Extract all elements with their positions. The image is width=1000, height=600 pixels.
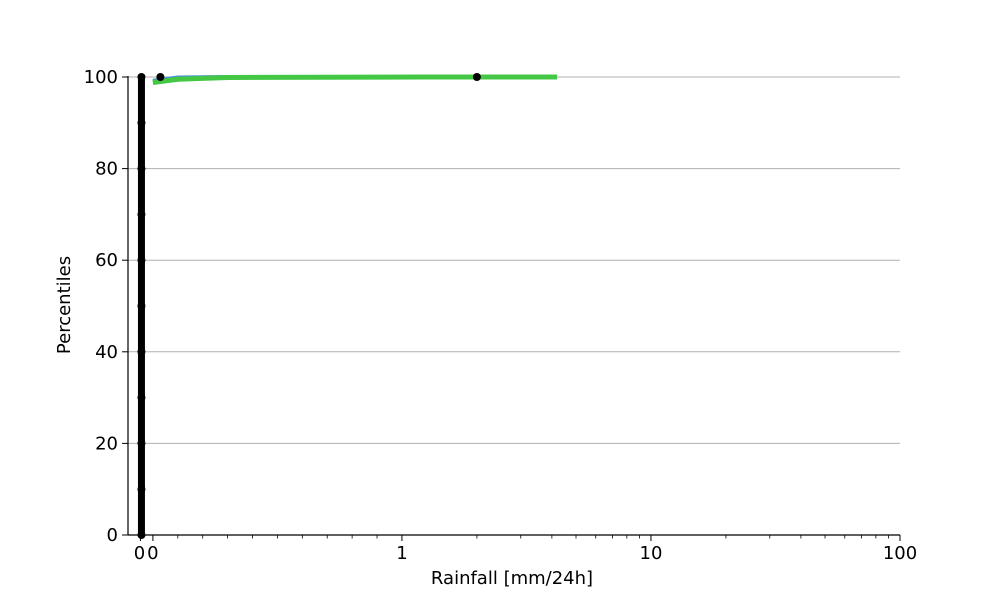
y-tick-label: 40 bbox=[95, 342, 118, 363]
y-tick-label: 100 bbox=[84, 67, 118, 88]
observed-point bbox=[137, 302, 146, 310]
y-tick-label: 60 bbox=[95, 250, 118, 271]
observed-point bbox=[137, 256, 146, 265]
x-tick-label: 10 bbox=[640, 543, 663, 564]
x-tick-label: 100 bbox=[883, 543, 917, 564]
y-axis-label: Percentiles bbox=[54, 256, 75, 354]
observed-point bbox=[137, 164, 146, 173]
observed-point bbox=[137, 118, 146, 127]
x-tick-label: 0 bbox=[134, 543, 145, 564]
series-line-4 bbox=[152, 74, 558, 85]
series-lines bbox=[152, 74, 558, 85]
axes: 0 20 40 60 80 100 0 1 10 100 0 bbox=[84, 67, 918, 564]
x-tick-label: 1 bbox=[396, 543, 407, 564]
observed-point bbox=[137, 485, 146, 494]
x-tick-label: 0 bbox=[147, 543, 158, 564]
observed-point bbox=[137, 210, 146, 219]
observed-point bbox=[137, 393, 146, 402]
observed-point bbox=[137, 347, 146, 356]
observed-point bbox=[156, 73, 165, 81]
observed-point bbox=[137, 73, 146, 81]
observed-point bbox=[472, 73, 481, 81]
y-tick-label: 20 bbox=[95, 433, 118, 454]
observed-point bbox=[137, 439, 146, 448]
y-tick-label: 80 bbox=[95, 159, 118, 180]
y-tick-label: 0 bbox=[107, 525, 118, 546]
x-axis-label: Rainfall [mm/24h] bbox=[431, 568, 593, 589]
grid-lines bbox=[128, 76, 900, 444]
observed-points bbox=[137, 73, 481, 539]
